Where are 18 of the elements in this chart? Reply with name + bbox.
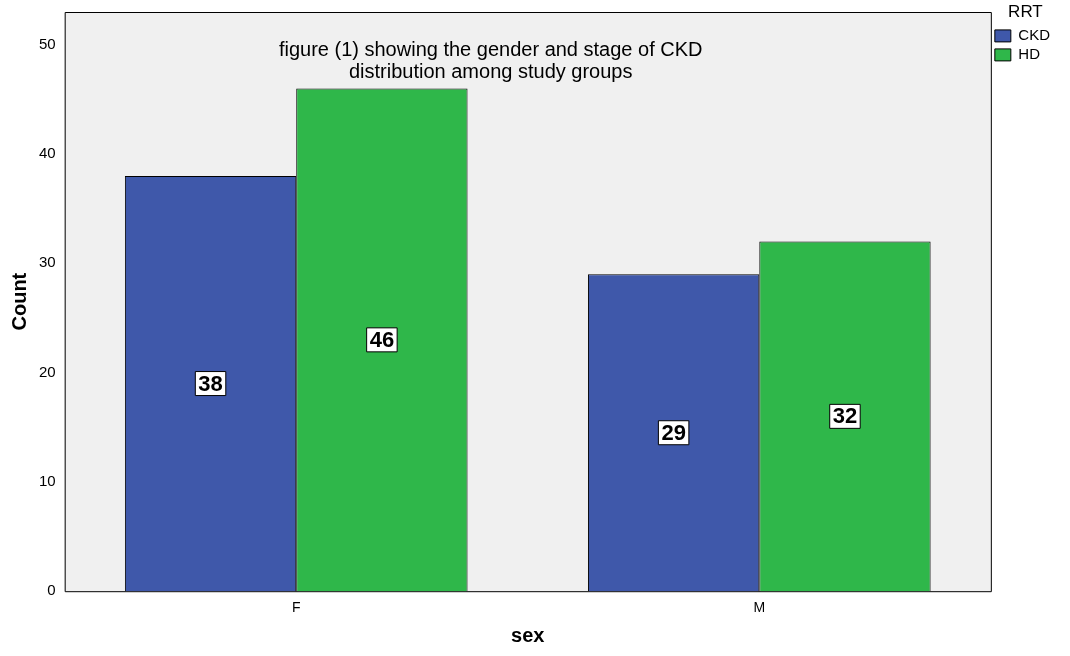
y-tick-label: 50 bbox=[39, 34, 56, 52]
y-tick-label: 30 bbox=[39, 253, 56, 271]
text: figure (1) showing the gender and stage of CKD distribution among study groups bbox=[278, 37, 703, 82]
y-tick-label: 20 bbox=[39, 362, 56, 380]
y-tick-label: 0 bbox=[47, 581, 56, 599]
legend-label: CKD bbox=[1018, 26, 1051, 44]
data-label: 38 bbox=[198, 370, 223, 396]
legend-label: HD bbox=[1018, 45, 1041, 63]
y-tick-label: 40 bbox=[39, 144, 56, 162]
x-tick-label: F bbox=[291, 599, 301, 616]
x-axis-title: sex bbox=[511, 623, 545, 646]
data-label: 46 bbox=[369, 326, 395, 352]
legend-title: RRT bbox=[1008, 2, 1043, 22]
y-tick-label: 10 bbox=[39, 472, 56, 490]
y-axis-title: Count bbox=[7, 272, 30, 331]
data-label: 29 bbox=[661, 419, 686, 445]
data-label: 32 bbox=[832, 403, 858, 429]
x-tick-label: M bbox=[753, 599, 766, 616]
